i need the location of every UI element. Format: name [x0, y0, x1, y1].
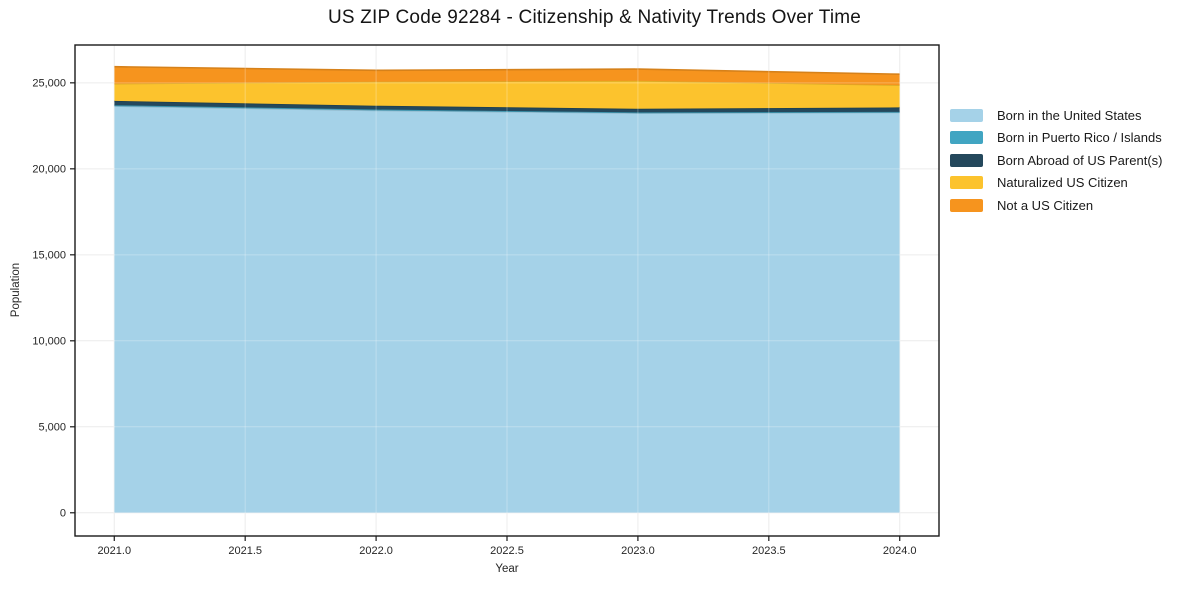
stacked-areas	[114, 65, 900, 513]
legend-item: Born Abroad of US Parent(s)	[950, 149, 1162, 172]
area-not-a-us-citizen	[114, 66, 900, 86]
legend-label: Naturalized US Citizen	[997, 175, 1128, 191]
legend-label: Born Abroad of US Parent(s)	[997, 152, 1163, 168]
chart-title: US ZIP Code 92284 - Citizenship & Nativi…	[327, 7, 862, 28]
area-born-in-the-united-states	[114, 106, 900, 513]
legend-item: Born in Puerto Rico / Islands	[950, 127, 1162, 150]
x-tick-label: 2024.0	[883, 545, 917, 557]
x-tick-label: 2023.5	[752, 545, 786, 557]
area-edge-not-a-us-citizen	[114, 65, 900, 75]
legend-item: Not a US Citizen	[950, 194, 1162, 217]
x-tick-label: 2021.0	[97, 545, 131, 557]
legend-label: Born in Puerto Rico / Islands	[997, 130, 1162, 146]
x-axis-ticks: 2021.0 2021.5 2022.0 2022.5 2023.0 2023.5 2024…	[97, 536, 917, 557]
y-tick-label: 15,000	[32, 250, 66, 262]
legend-label: Born in the United States	[997, 107, 1142, 123]
legend-swatch-born-abroad-of-us-parent-s	[950, 153, 983, 167]
legend: Born in the United States Born in Puerto …	[950, 104, 1162, 217]
legend-swatch-born-in-the-united-states	[950, 108, 983, 122]
y-tick-label: 0	[60, 508, 66, 520]
x-tick-label: 2023.0	[621, 545, 655, 557]
legend-swatch-naturalized-us-citizen	[950, 176, 983, 190]
y-tick-label: 25,000	[32, 78, 66, 90]
x-tick-label: 2021.5	[228, 545, 262, 557]
y-axis-label: Population	[10, 262, 22, 318]
legend-item: Naturalized US Citizen	[950, 172, 1162, 195]
area-edge-born-abroad-of-us-parent-s	[114, 100, 900, 110]
y-tick-label: 10,000	[32, 336, 66, 348]
y-axis-ticks: 0 5,000 10,000 15,000 20,000 25,000	[32, 78, 75, 520]
gridlines-overlay	[75, 45, 939, 536]
area-born-abroad-of-us-parent-s	[114, 100, 900, 113]
legend-item: Born in the United States	[950, 104, 1162, 127]
legend-label: Not a US Citizen	[997, 197, 1094, 213]
x-tick-label: 2022.5	[490, 545, 524, 557]
x-tick-label: 2022.0	[359, 545, 393, 557]
legend-swatch-not-a-us-citizen	[950, 198, 983, 212]
area-naturalized-us-citizen	[114, 80, 900, 109]
y-tick-label: 20,000	[32, 164, 66, 176]
y-tick-label: 5,000	[38, 422, 66, 434]
x-axis-label: Year	[495, 563, 519, 575]
legend-swatch-born-in-puerto-rico-islands	[950, 131, 983, 145]
